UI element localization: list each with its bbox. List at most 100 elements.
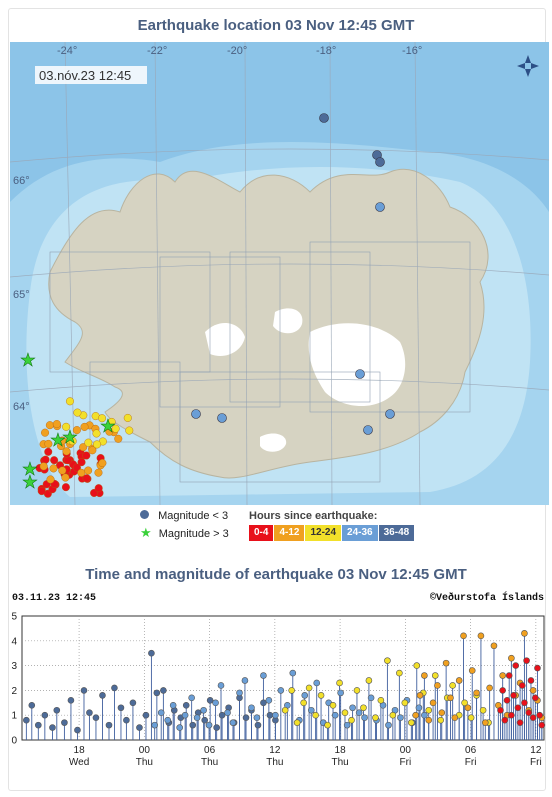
series-timestamp: 03.11.23 12:45: [12, 593, 96, 604]
data-point: [412, 711, 419, 719]
earthquake-marker: [123, 413, 132, 422]
earthquake-marker: [355, 369, 365, 379]
compass-arrows-icon[interactable]: [517, 55, 539, 77]
data-point: [415, 704, 423, 712]
earthquake-marker: [125, 426, 134, 435]
data-point: [438, 709, 446, 717]
data-point: [281, 706, 289, 714]
data-point: [300, 699, 307, 707]
lon-label-22: -22°: [147, 45, 167, 57]
data-point: [28, 701, 36, 709]
data-point: [253, 714, 261, 721]
data-point: [265, 697, 273, 704]
graticule: [10, 42, 549, 505]
data-point: [389, 711, 397, 719]
star-icon: ★: [140, 525, 152, 540]
earthquake-marker: [77, 458, 86, 467]
data-point: [160, 687, 167, 694]
data-point: [408, 719, 415, 726]
data-point: [213, 724, 220, 731]
earthquake-marker: [52, 420, 61, 429]
data-point: [23, 716, 30, 724]
earthquake-marker: [77, 468, 86, 477]
data-point: [385, 721, 392, 729]
data-point: [254, 721, 262, 729]
data-point: [212, 699, 219, 707]
x-tick-label: 18: [74, 745, 86, 756]
earthquake-marker: [94, 484, 103, 493]
earthquake-marker: [98, 414, 107, 423]
hours-legend-boxes: 0-4 4-12 12-24 24-36 36-48: [249, 525, 415, 541]
data-point: [521, 630, 528, 637]
hours-box-36-48: 36-48: [378, 525, 415, 541]
data-point: [447, 694, 454, 702]
data-point: [523, 657, 530, 664]
data-point: [74, 726, 81, 734]
data-point: [355, 709, 363, 717]
earthquake-marker: [111, 424, 120, 433]
data-point: [384, 657, 391, 664]
data-point: [157, 709, 165, 717]
magnitude-time-chart[interactable]: 03.11.23 12:45 ©Veðurstofa Íslands 01234…: [0, 585, 552, 775]
y-tick-label: 2: [11, 686, 17, 697]
data-point: [193, 714, 201, 721]
hours-legend: Hours since earthquake: 0-4 4-12 12-24 24-3…: [249, 510, 415, 541]
map-earthquake-markers: ★★★★★★: [20, 113, 395, 498]
data-point: [529, 714, 537, 721]
earthquake-marker: [107, 417, 116, 426]
map-timestamp: 03.nóv.23 12:45: [39, 68, 131, 83]
x-tick-day: Thu: [331, 757, 348, 768]
x-tick-label: 18: [335, 745, 347, 756]
data-point: [367, 694, 375, 702]
earthquake-marker: [80, 422, 89, 431]
earthquake-marker: [41, 455, 50, 464]
chart-stems: [25, 633, 543, 740]
data-point: [479, 706, 487, 714]
x-tick-label: 06: [204, 745, 216, 756]
x-tick-label: 00: [400, 745, 412, 756]
data-point: [460, 632, 467, 640]
legend-small-label: Magnitude < 3: [158, 510, 229, 522]
earthquake-marker: [65, 397, 74, 406]
data-point: [521, 699, 528, 707]
data-point: [527, 677, 535, 684]
earthquake-marker: [37, 487, 46, 496]
hours-box-24-36: 24-36: [342, 525, 378, 541]
data-point: [455, 677, 463, 684]
large-quake-star-icon: ★: [62, 427, 78, 447]
lat-label-66: 66°: [13, 175, 30, 187]
data-point: [413, 662, 421, 669]
data-point: [41, 711, 49, 719]
data-point: [341, 709, 349, 717]
data-point: [343, 721, 351, 729]
data-point: [396, 669, 403, 677]
earthquake-marker: [61, 473, 70, 482]
data-point: [505, 672, 513, 679]
y-tick-label: 0: [11, 736, 17, 747]
data-point: [365, 677, 373, 684]
data-point: [117, 704, 125, 712]
data-point: [473, 689, 480, 697]
data-point: [61, 719, 68, 726]
earthquake-marker: [82, 451, 91, 460]
data-point: [464, 704, 472, 712]
y-tick-label: 1: [11, 711, 17, 722]
glacier-hofsjokull: [273, 308, 303, 334]
x-tick-label: 06: [465, 745, 477, 756]
data-point: [361, 714, 368, 721]
data-point: [301, 692, 309, 699]
earthquake-marker: [46, 475, 55, 484]
earthquake-marker: [94, 468, 103, 477]
legend-large-row: ★ Magnitude > 3: [140, 525, 229, 540]
data-point: [317, 692, 325, 699]
earthquake-marker: [93, 440, 102, 449]
data-point: [324, 721, 331, 729]
data-point: [518, 682, 526, 689]
data-point: [289, 669, 297, 677]
earthquake-map[interactable]: -24° -22° -20° -18° -16° 66° 65° 64° 03.…: [10, 42, 549, 505]
data-point: [305, 684, 313, 692]
earthquake-marker: [64, 456, 73, 465]
data-point: [224, 709, 231, 717]
earthquake-marker: [61, 483, 70, 492]
data-point: [189, 721, 197, 729]
